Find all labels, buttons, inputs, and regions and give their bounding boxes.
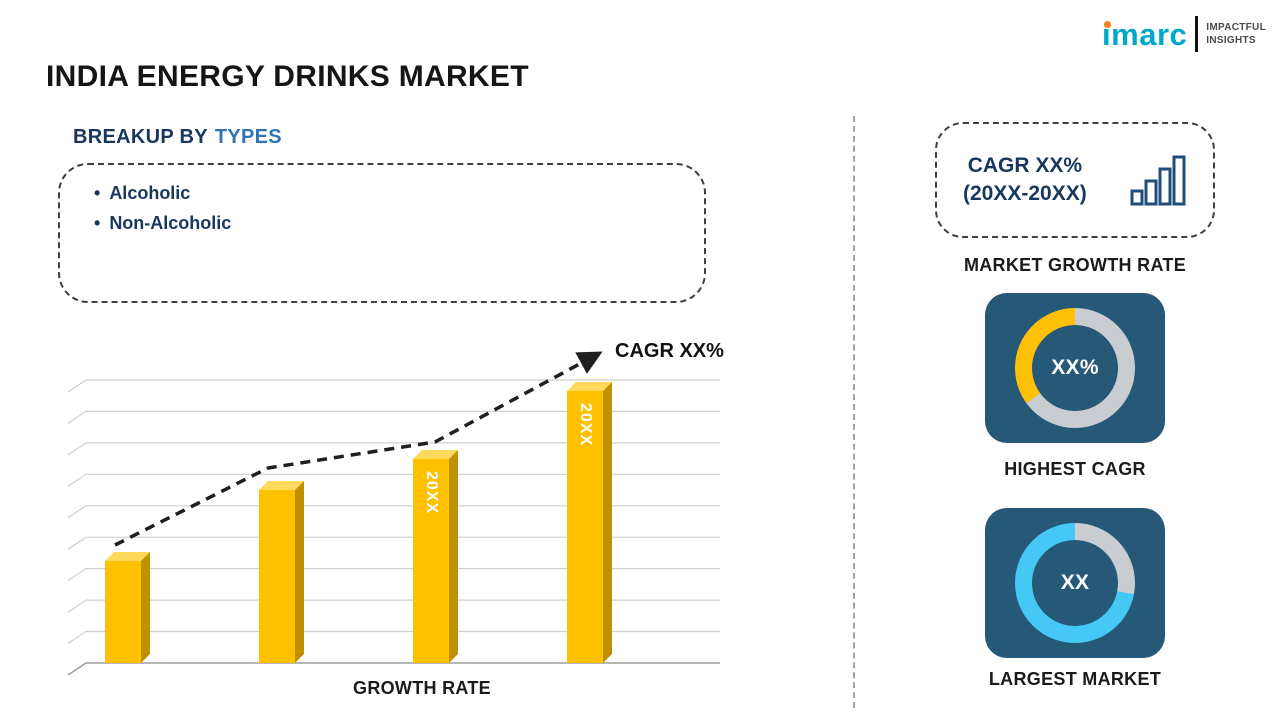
highest-cagr-donut: XX% — [1015, 308, 1135, 428]
imarc-logo: imarc IMPACTFUL INSIGHTS — [1102, 16, 1266, 52]
highest-cagr-donut-center: XX% — [1032, 325, 1118, 411]
cagr-summary-card: CAGR XX% (20XX-20XX) — [935, 122, 1215, 238]
vertical-divider — [853, 116, 855, 708]
chart-bars: 20XX 20XX — [60, 340, 750, 705]
largest-market-donut-center: XX — [1032, 540, 1118, 626]
growth-bar-4: 20XX — [567, 391, 603, 663]
trend-cagr-label: CAGR XX% — [615, 340, 724, 362]
growth-bar-3: 20XX — [413, 459, 449, 663]
market-growth-rate-label: MARKET GROWTH RATE — [963, 255, 1187, 275]
cagr-value-line: CAGR XX% — [967, 154, 1083, 178]
logo-tagline-line1: IMPACTFUL — [1206, 22, 1266, 33]
highest-cagr-card: XX% — [985, 293, 1165, 443]
imarc-logo-text: imarc — [1102, 16, 1188, 52]
bar-chart-icon — [1130, 155, 1186, 206]
logo-tagline: IMPACTFUL INSIGHTS — [1206, 21, 1266, 47]
largest-market-value: XX — [1060, 571, 1090, 594]
chart-x-axis-label: GROWTH RATE — [353, 678, 491, 698]
logo-tagline-line2: INSIGHTS — [1206, 35, 1256, 46]
largest-market-label: LARGEST MARKET — [988, 669, 1162, 689]
breakup-type-item: Alcoholic — [94, 183, 704, 204]
page-title: INDIA ENERGY DRINKS MARKET — [46, 60, 529, 93]
growth-bar-2 — [259, 490, 295, 663]
chart-gridlines — [67, 379, 720, 676]
breakup-heading: BREAKUP BY TYPES — [73, 126, 282, 149]
breakup-type-item: Non-Alcoholic — [94, 213, 704, 234]
highest-cagr-label: HIGHEST CAGR — [1004, 459, 1146, 479]
cagr-period-line: (20XX-20XX) — [963, 181, 1087, 205]
breakup-heading-highlight: TYPES — [214, 126, 282, 148]
breakup-types-box: Alcoholic Non-Alcoholic — [58, 163, 706, 303]
highest-cagr-value: XX% — [1051, 356, 1099, 379]
growth-bar-chart: 20XX 20XX CAGR XX% GROWTH RATE — [60, 340, 750, 705]
bar-year-label: 20XX — [423, 471, 440, 515]
bar-year-label: 20XX — [577, 403, 594, 447]
largest-market-card: XX — [985, 508, 1165, 658]
largest-market-donut: XX — [1015, 523, 1135, 643]
growth-bar-1 — [105, 561, 141, 663]
breakup-types-list: Alcoholic Non-Alcoholic — [94, 183, 704, 234]
breakup-heading-prefix: BREAKUP BY — [73, 126, 208, 148]
cagr-summary-text: CAGR XX% (20XX-20XX) — [963, 154, 1087, 205]
logo-divider-bar — [1195, 16, 1199, 52]
